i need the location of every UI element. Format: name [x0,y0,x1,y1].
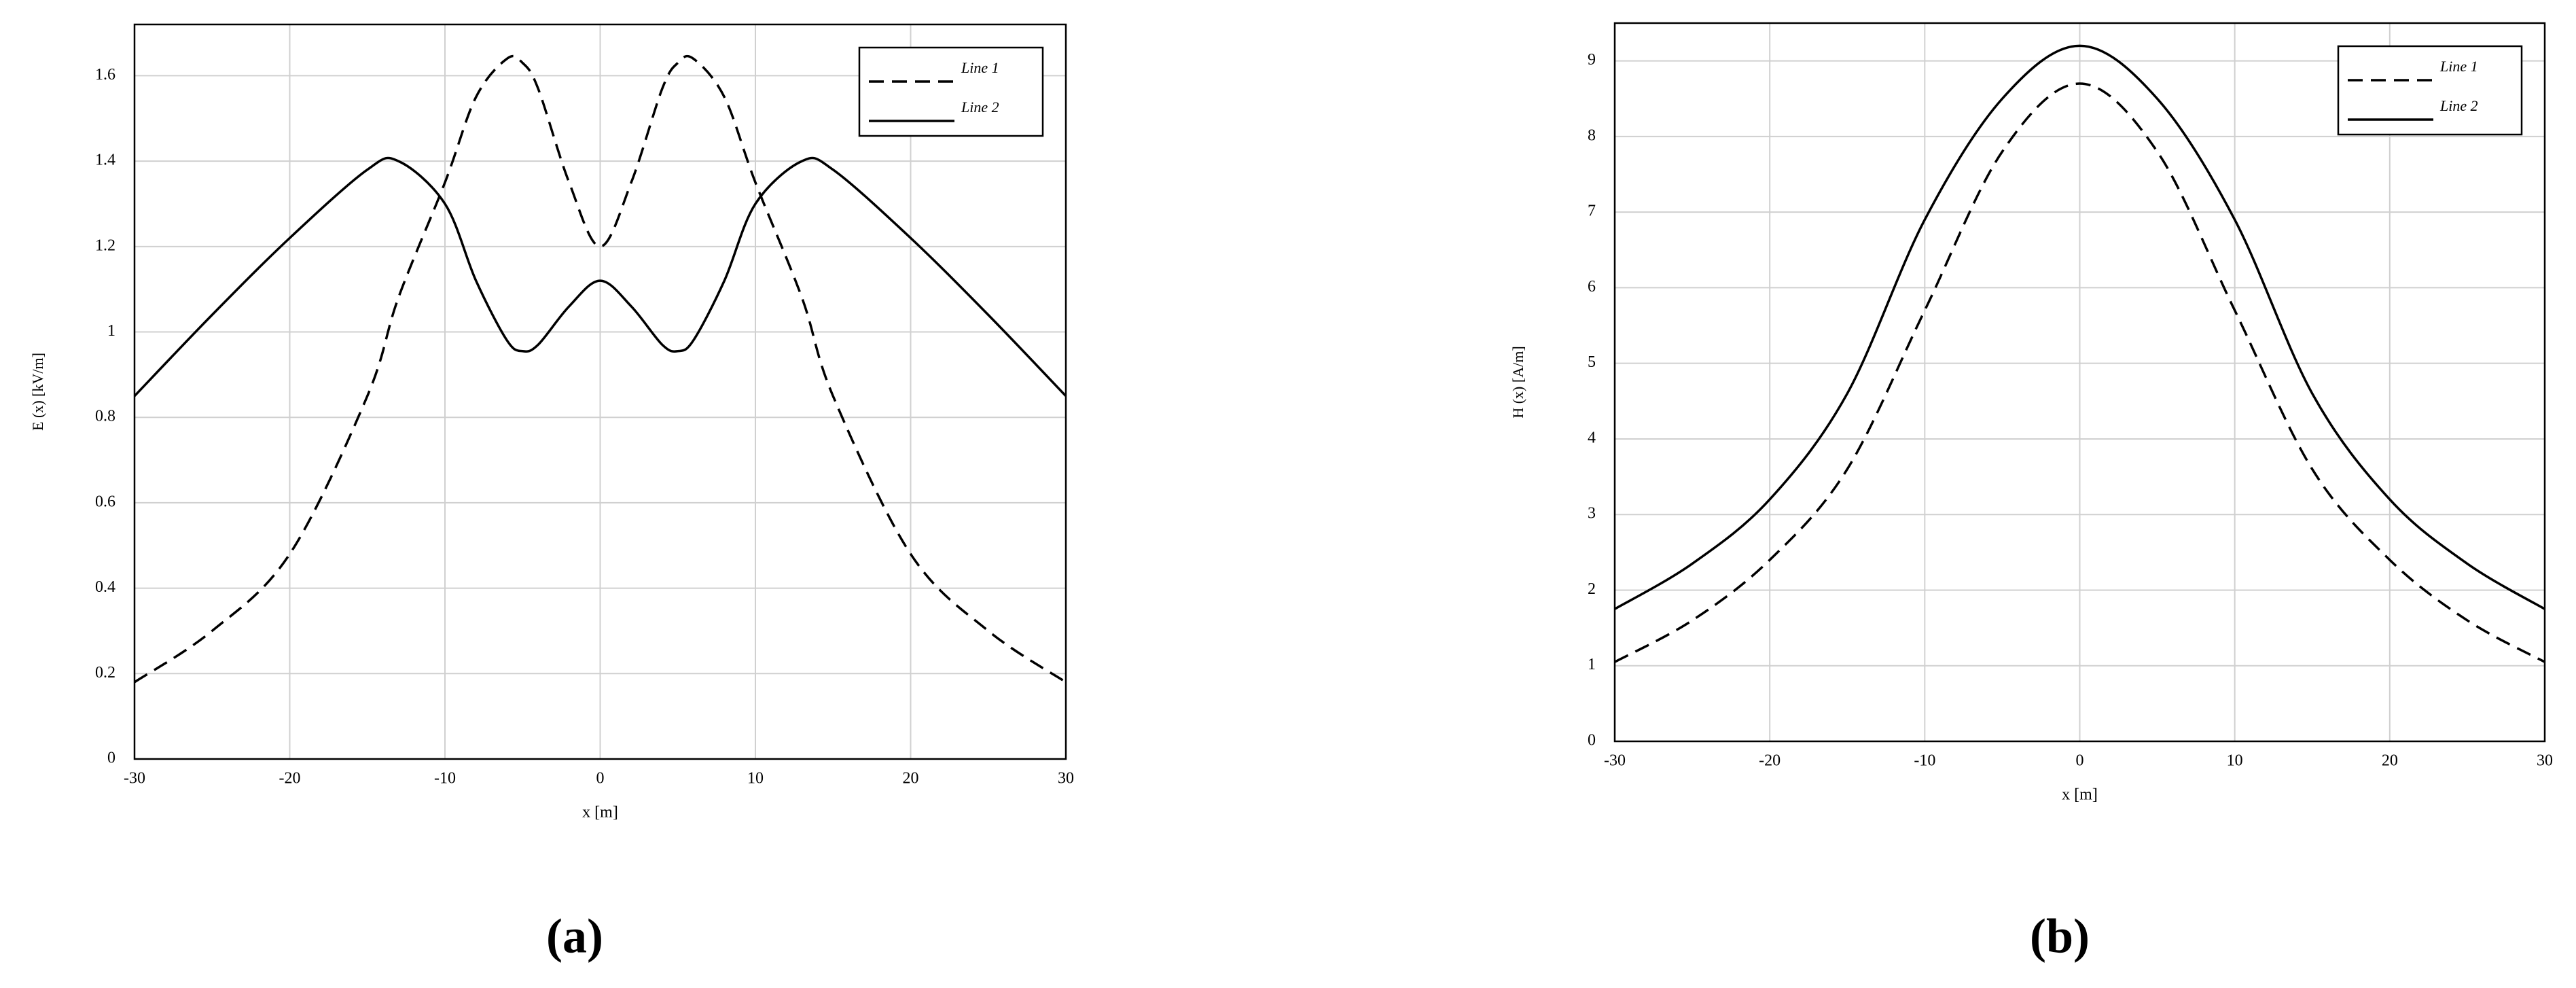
plot-frame [1613,22,2546,743]
x-tick-label: -10 [1914,752,1935,770]
y-tick-label: 1.6 [95,66,115,84]
legend-box [858,46,1044,137]
data-line [1614,82,2545,663]
y-tick-label: 8 [1588,126,1596,144]
x-tick-label: -20 [279,770,301,788]
y-tick-label: 1 [107,322,115,340]
x-tick-label: 10 [2227,752,2243,770]
x-tick-label: -20 [1759,752,1781,770]
y-tick-label: 0.8 [95,408,115,425]
caption: (b) [2030,909,2090,964]
x-tick-label: -30 [1604,752,1626,770]
y-axis-label: H (x) [A/m] [1509,346,1526,418]
y-tick-label: 1.4 [95,152,115,169]
x-tick-label: 0 [2076,752,2084,770]
data-line [134,54,1067,684]
chart: 0 0.2 0.4 0.6 0.8 1 1.2 1.4 1.6 -30 -20 -10 0 10 20 30 L… [29,23,1074,964]
y-tick-label: 5 [1588,353,1596,371]
legend-box [2337,45,2523,136]
y-tick-label: 9 [1588,51,1596,69]
y-tick-label: 1 [1588,656,1596,673]
chart: 0 1 2 3 4 5 6 7 8 9 -30 -20 -10 0 10 20 30 Line 1 Line 2 x … [1509,22,2553,964]
x-tick-label: 30 [2537,752,2553,770]
y-axis-label: E (x) [kV/m] [29,353,46,431]
x-tick-label: 20 [2382,752,2398,770]
x-axis-label: x [m] [582,804,618,822]
y-tick-label: 0.6 [95,493,115,510]
x-tick-label: -10 [434,770,456,788]
x-tick-label: 30 [1058,770,1074,788]
y-tick-label: 7 [1588,202,1596,220]
y-tick-label: 4 [1588,429,1596,446]
y-tick-label: 0 [1588,732,1596,749]
legend-label: Line 2 [2439,97,2478,114]
plot-frame [133,23,1067,760]
y-tick-label: 3 [1588,505,1596,523]
y-tick-label: 6 [1588,278,1596,296]
x-tick-label: -30 [124,770,145,788]
y-tick-label: 0.4 [95,578,115,596]
legend-label: Line 1 [2439,58,2478,75]
legend-label: Line 2 [961,99,999,116]
x-tick-label: 0 [596,770,605,788]
caption: (a) [546,909,603,964]
legend-label: Line 1 [961,59,999,76]
y-tick-label: 0 [107,749,115,767]
y-tick-label: 0.2 [95,664,115,682]
x-axis-label: x [m] [2062,786,2098,804]
x-tick-label: 20 [903,770,919,788]
data-line [133,156,1067,397]
y-tick-label: 2 [1588,580,1596,598]
y-tick-label: 1.2 [95,236,115,254]
x-tick-label: 10 [747,770,764,788]
data-line [1614,44,2545,610]
